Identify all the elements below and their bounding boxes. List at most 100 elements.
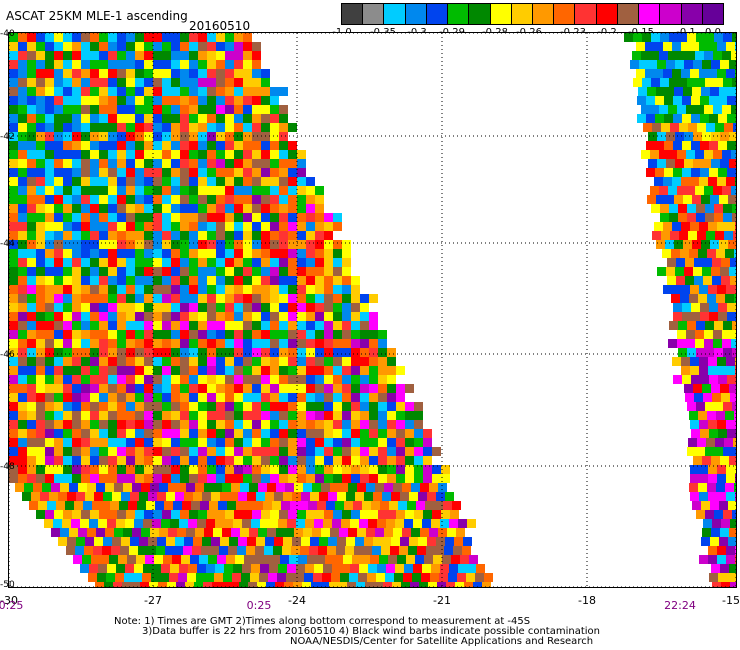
wind-cell bbox=[279, 141, 288, 150]
wind-cell bbox=[315, 357, 324, 366]
wind-cell bbox=[198, 339, 207, 348]
wind-cell bbox=[234, 195, 243, 204]
wind-cell bbox=[730, 276, 736, 285]
wind-cell bbox=[342, 303, 351, 312]
wind-cell bbox=[189, 456, 198, 465]
wind-cell bbox=[180, 321, 189, 330]
wind-cell bbox=[243, 429, 252, 438]
wind-cell bbox=[705, 213, 714, 222]
wind-cell bbox=[297, 213, 306, 222]
wind-cell bbox=[225, 78, 234, 87]
wind-cell bbox=[122, 582, 131, 587]
wind-cell bbox=[387, 474, 396, 483]
wind-cell bbox=[252, 213, 261, 222]
wind-cell bbox=[708, 474, 717, 483]
wind-cell bbox=[267, 528, 276, 537]
wind-cell bbox=[45, 258, 54, 267]
wind-cell bbox=[234, 303, 243, 312]
wind-cell bbox=[372, 546, 381, 555]
wind-cell bbox=[346, 537, 355, 546]
wind-cell bbox=[198, 132, 207, 141]
wind-cell bbox=[378, 510, 387, 519]
wind-cell bbox=[378, 474, 387, 483]
wind-cell bbox=[135, 258, 144, 267]
wind-cell bbox=[708, 177, 717, 186]
wind-cell bbox=[144, 195, 153, 204]
wind-cell bbox=[683, 87, 692, 96]
wind-cell bbox=[711, 267, 720, 276]
wind-cell bbox=[180, 195, 189, 204]
wind-cell bbox=[126, 213, 135, 222]
wind-cell bbox=[691, 312, 700, 321]
wind-cell bbox=[31, 492, 40, 501]
wind-cell bbox=[189, 60, 198, 69]
wind-cell bbox=[292, 492, 301, 501]
wind-cell bbox=[63, 267, 72, 276]
wind-cell bbox=[350, 564, 359, 573]
wind-cell bbox=[255, 546, 264, 555]
wind-cell bbox=[180, 429, 189, 438]
wind-cell bbox=[234, 330, 243, 339]
wind-cell bbox=[180, 204, 189, 213]
wind-cell bbox=[270, 321, 279, 330]
wind-cell bbox=[45, 393, 54, 402]
wind-cell bbox=[171, 141, 180, 150]
wind-cell bbox=[392, 582, 401, 587]
wind-cell bbox=[714, 33, 723, 42]
wind-cell bbox=[261, 447, 270, 456]
wind-cell bbox=[243, 78, 252, 87]
wind-cell bbox=[288, 474, 297, 483]
wind-cell bbox=[660, 33, 669, 42]
wind-cell bbox=[45, 330, 54, 339]
wind-cell bbox=[225, 447, 234, 456]
wind-cell bbox=[288, 402, 297, 411]
wind-cell bbox=[270, 447, 279, 456]
wind-cell bbox=[288, 366, 297, 375]
product-title: ASCAT 25KM MLE-1 ascending bbox=[6, 9, 188, 23]
wind-cell bbox=[108, 339, 117, 348]
wind-cell bbox=[99, 330, 108, 339]
wind-cell bbox=[126, 465, 135, 474]
wind-cell bbox=[135, 141, 144, 150]
wind-cell bbox=[252, 366, 261, 375]
wind-cell bbox=[306, 177, 315, 186]
wind-cell bbox=[378, 357, 387, 366]
wind-cell bbox=[333, 294, 342, 303]
wind-cell bbox=[198, 402, 207, 411]
wind-cell bbox=[360, 420, 369, 429]
wind-cell bbox=[54, 420, 63, 429]
wind-cell bbox=[54, 510, 63, 519]
wind-cell bbox=[18, 330, 27, 339]
wind-cell bbox=[207, 348, 216, 357]
wind-cell bbox=[700, 429, 709, 438]
wind-cell bbox=[252, 384, 261, 393]
wind-cell bbox=[297, 222, 306, 231]
wind-cell bbox=[144, 231, 153, 240]
wind-cell bbox=[333, 222, 342, 231]
wind-cell bbox=[225, 168, 234, 177]
wind-cell bbox=[18, 222, 27, 231]
wind-cell bbox=[155, 501, 164, 510]
wind-cell bbox=[207, 33, 216, 42]
wind-cell bbox=[677, 105, 686, 114]
wind-cell bbox=[341, 519, 350, 528]
wind-cell bbox=[315, 294, 324, 303]
wind-cell bbox=[315, 438, 324, 447]
wind-cell bbox=[731, 105, 736, 114]
wind-cell bbox=[360, 357, 369, 366]
wind-cell bbox=[699, 222, 708, 231]
wind-cell bbox=[27, 330, 36, 339]
wind-cell bbox=[135, 33, 144, 42]
wind-cell bbox=[717, 555, 726, 564]
wind-cell bbox=[153, 366, 162, 375]
swath-map bbox=[9, 33, 736, 587]
wind-cell bbox=[115, 573, 124, 582]
wind-cell bbox=[225, 213, 234, 222]
wind-cell bbox=[726, 465, 735, 474]
wind-cell bbox=[324, 312, 333, 321]
wind-cell bbox=[63, 132, 72, 141]
wind-cell bbox=[398, 501, 407, 510]
wind-cell bbox=[9, 186, 18, 195]
wind-cell bbox=[54, 276, 63, 285]
wind-cell bbox=[144, 123, 153, 132]
